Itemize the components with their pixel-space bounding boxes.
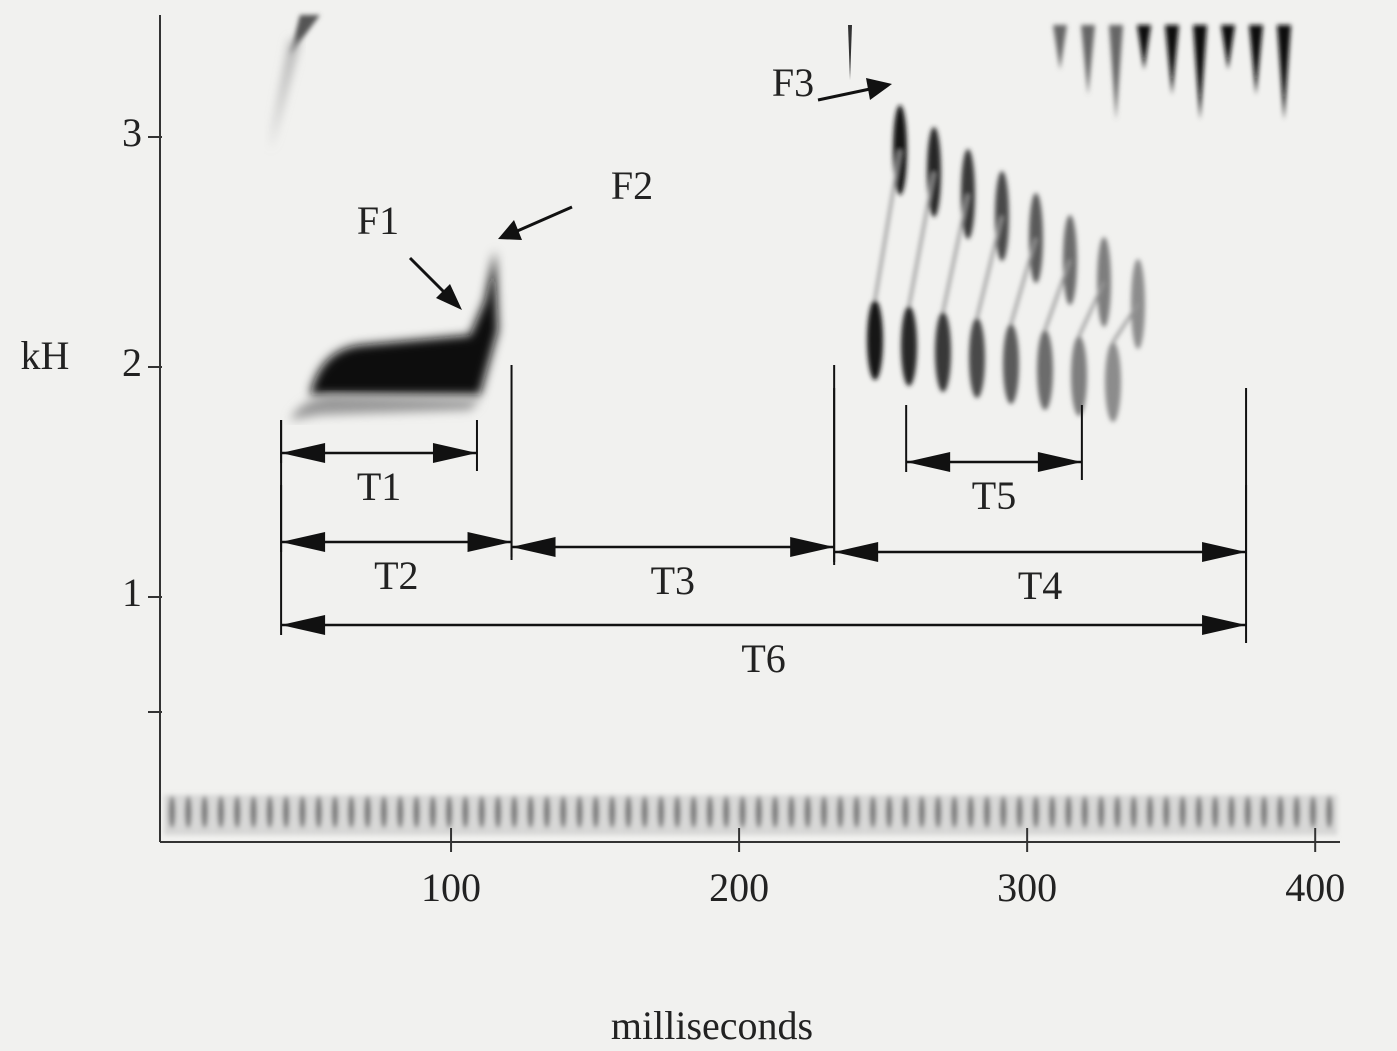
x-tick-label: 100 xyxy=(421,865,481,910)
y-axis-label: kH xyxy=(21,333,70,378)
interval-label: T3 xyxy=(651,558,695,603)
x-axis-label: milliseconds xyxy=(611,1003,813,1048)
y-tick-label: 1 xyxy=(122,570,142,615)
x-tick-label: 200 xyxy=(709,865,769,910)
interval-label: T4 xyxy=(1018,563,1062,608)
background xyxy=(0,0,1397,1051)
interval-label: T6 xyxy=(741,636,785,681)
x-tick-label: 400 xyxy=(1285,865,1345,910)
interval-label: T2 xyxy=(374,553,418,598)
y-tick-label: 3 xyxy=(122,110,142,155)
y-tick-label: 2 xyxy=(122,340,142,385)
interval-label: T1 xyxy=(357,464,401,509)
interval-label: T5 xyxy=(972,473,1016,518)
formant-label: F2 xyxy=(611,163,653,208)
formant-label: F3 xyxy=(772,60,814,105)
x-tick-label: 300 xyxy=(997,865,1057,910)
chart: F1 F2 F3 kH milliseconds 100 200 300 400 1 2 3… xyxy=(0,0,1397,1051)
formant-label: F1 xyxy=(357,198,399,243)
